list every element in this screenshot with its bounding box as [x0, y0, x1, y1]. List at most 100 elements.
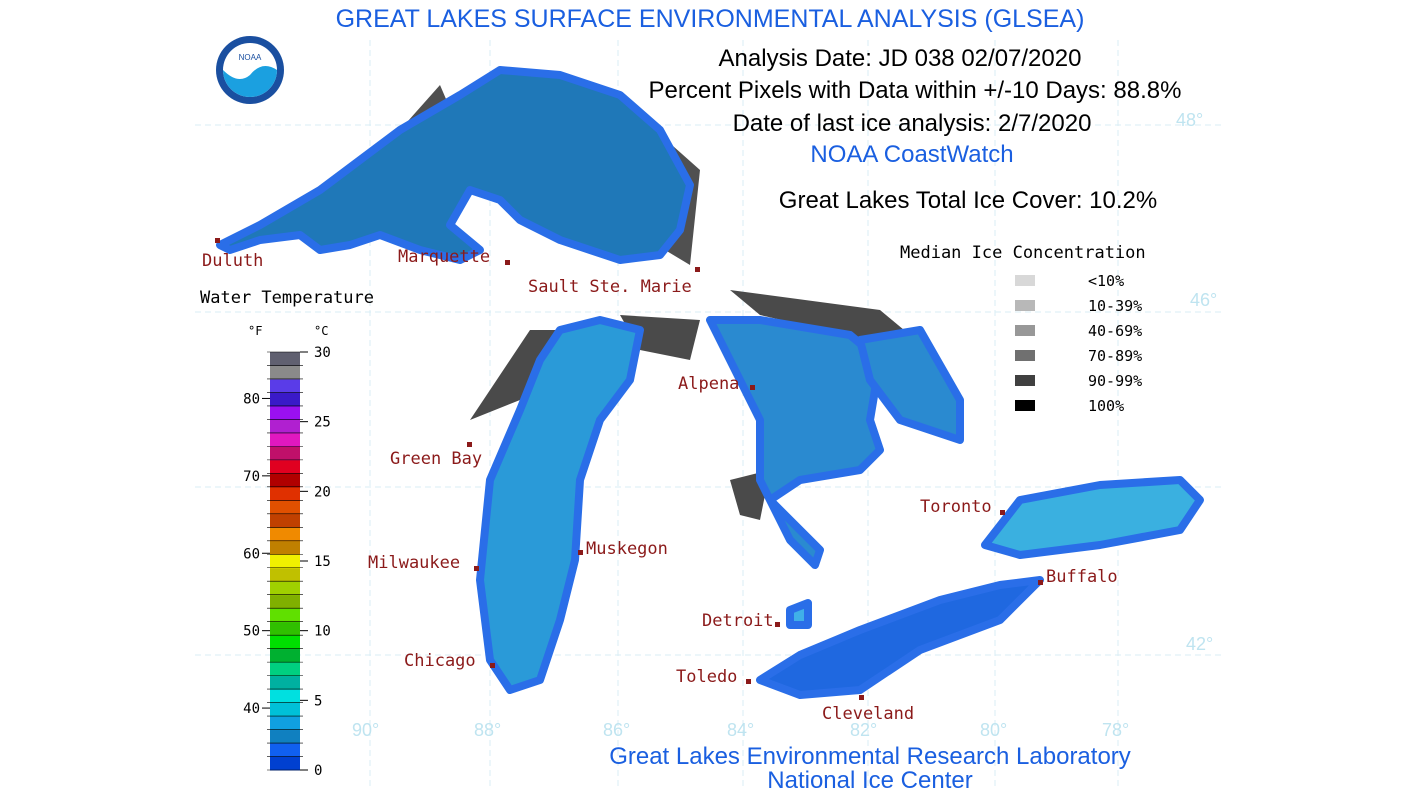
c-tick-label: 15 — [314, 554, 331, 570]
analysis-date: Analysis Date: JD 038 02/07/2020 — [719, 45, 1082, 72]
city-label: Muskegon — [586, 539, 668, 559]
color-swatch — [270, 756, 300, 771]
city-dot — [1038, 580, 1043, 585]
c-tick-label: 0 — [314, 763, 322, 779]
logo: NOAA — [216, 36, 284, 104]
city-label: Toledo — [676, 667, 737, 687]
lake-ontario — [981, 476, 1204, 559]
lake-superior — [216, 66, 694, 264]
ice-swatch — [1015, 275, 1035, 286]
color-swatch — [270, 405, 300, 420]
ice-legend: Median Ice Concentration <10% 10-39% 40-69… — [900, 243, 1146, 415]
city-dot — [490, 663, 495, 668]
color-swatch — [270, 540, 300, 555]
color-swatch — [270, 567, 300, 582]
color-swatch — [270, 662, 300, 677]
color-swatch — [270, 635, 300, 650]
city-label: Green Bay — [390, 449, 482, 469]
color-swatch — [270, 675, 300, 690]
lon-label: 88° — [474, 720, 501, 740]
color-swatch — [270, 459, 300, 474]
city-label: Alpena — [678, 374, 739, 394]
legend-title: Median Ice Concentration — [900, 243, 1146, 263]
f-tick-label: 50 — [243, 624, 260, 640]
lake-erie — [756, 576, 1044, 699]
city-label: Toronto — [920, 497, 992, 517]
color-swatch — [270, 621, 300, 636]
city-label: Milwaukee — [368, 553, 460, 573]
color-swatch — [270, 432, 300, 447]
lon-label: 90° — [352, 720, 379, 740]
lon-label: 82° — [850, 720, 877, 740]
legend-title: Water Temperature — [200, 288, 374, 308]
coordinates: 48° 46° 42° 90° 88° 86° 84° 82° 80° 78° — [352, 110, 1217, 740]
footer-line: Great Lakes Environmental Research Labor… — [609, 743, 1131, 770]
city-dot — [505, 260, 510, 265]
color-swatch — [270, 729, 300, 744]
color-swatch — [270, 527, 300, 542]
color-swatch — [270, 446, 300, 461]
unit-c: °C — [314, 324, 328, 338]
ice-swatch — [1015, 375, 1035, 386]
f-tick-label: 70 — [243, 469, 260, 485]
city-label: Sault Ste. Marie — [528, 277, 692, 297]
f-tick-label: 40 — [243, 701, 260, 717]
color-swatch — [270, 689, 300, 704]
color-swatch — [270, 500, 300, 515]
ice-swatch — [1015, 350, 1035, 361]
city-label: Duluth — [202, 251, 263, 271]
total-ice-cover: Great Lakes Total Ice Cover: 10.2% — [779, 187, 1157, 214]
city-label: Buffalo — [1046, 567, 1118, 587]
unit-f: °F — [248, 324, 262, 338]
city-label: Chicago — [404, 651, 476, 671]
ice-label: 10-39% — [1088, 297, 1142, 315]
color-swatch — [270, 594, 300, 609]
city-label: Marquette — [398, 247, 490, 267]
georgian-bay — [856, 326, 964, 444]
source: NOAA CoastWatch — [810, 141, 1013, 168]
color-swatch — [270, 648, 300, 663]
color-swatch — [270, 392, 300, 407]
logo-text: NOAA — [239, 53, 262, 62]
footer-line: National Ice Center — [767, 767, 972, 794]
city-dot — [474, 566, 479, 571]
city-dot — [467, 442, 472, 447]
lon-label: 86° — [603, 720, 630, 740]
lat-label: 48° — [1176, 110, 1203, 130]
lon-label: 84° — [727, 720, 754, 740]
city-dot — [775, 622, 780, 627]
color-swatch — [270, 473, 300, 488]
c-tick-label: 25 — [314, 415, 331, 431]
c-tick-label: 10 — [314, 624, 331, 640]
color-swatch — [270, 378, 300, 393]
color-swatch — [270, 486, 300, 501]
city-dot — [695, 267, 700, 272]
ice-label: <10% — [1088, 272, 1124, 290]
color-swatch — [270, 419, 300, 434]
color-swatch — [270, 365, 300, 380]
c-tick-label: 20 — [314, 484, 331, 500]
city-dot — [750, 385, 755, 390]
cities: Duluth Marquette Sault Ste. Marie Alpena… — [202, 238, 1118, 724]
city-label: Detroit — [702, 611, 774, 631]
lat-label: 46° — [1190, 290, 1217, 310]
logo-wave — [223, 66, 277, 97]
color-swatch — [270, 352, 300, 366]
color-swatch — [270, 716, 300, 731]
city-dot — [859, 695, 864, 700]
ice-label: 40-69% — [1088, 322, 1142, 340]
lakes — [216, 66, 1204, 699]
color-swatch — [270, 702, 300, 717]
ice-label: 100% — [1088, 397, 1124, 415]
ice-swatch — [1015, 325, 1035, 336]
city-dot — [1000, 510, 1005, 515]
lake-huron — [706, 316, 884, 569]
lat-label: 42° — [1186, 634, 1213, 654]
last-ice-analysis: Date of last ice analysis: 2/7/2020 — [733, 110, 1092, 137]
color-swatch — [270, 554, 300, 569]
ice-swatch — [1015, 400, 1035, 411]
color-swatch — [270, 743, 300, 758]
color-swatch — [270, 608, 300, 623]
lake-michigan — [476, 316, 644, 694]
